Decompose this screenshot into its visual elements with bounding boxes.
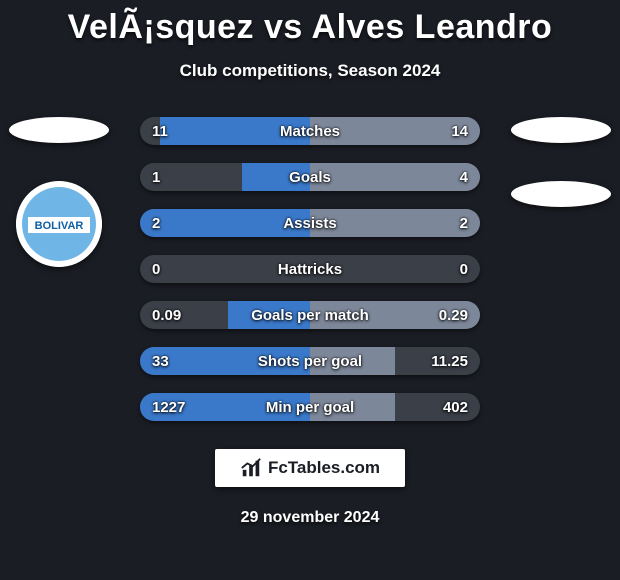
stat-left-half — [140, 209, 310, 237]
stat-left-fill — [228, 301, 310, 329]
stat-left-half — [140, 117, 310, 145]
stat-left-fill — [140, 393, 310, 421]
stat-right-fill — [310, 393, 395, 421]
stat-left-fill — [140, 209, 310, 237]
left-crest-placeholder — [9, 117, 109, 143]
comparison-stage: BOLIVAR 11 14 Matches 1 4 Goals 2 2 Assi… — [0, 117, 620, 421]
svg-text:BOLIVAR: BOLIVAR — [35, 220, 84, 232]
branding-text: FcTables.com — [268, 458, 380, 478]
stat-right-fill — [310, 117, 480, 145]
left-crest-column: BOLIVAR — [4, 117, 114, 267]
stat-row: 0.09 0.29 Goals per match — [140, 301, 480, 329]
left-team-badge: BOLIVAR — [16, 181, 102, 267]
team-badge-icon: BOLIVAR — [16, 181, 102, 267]
stat-right-half — [310, 301, 480, 329]
stat-right-half — [310, 255, 480, 283]
stat-right-half — [310, 347, 480, 375]
date-label: 29 november 2024 — [0, 509, 620, 527]
stat-bars-container: 11 14 Matches 1 4 Goals 2 2 Assists 0 0 … — [140, 117, 480, 421]
right-crest-column — [506, 117, 616, 207]
chart-icon — [240, 457, 262, 479]
stat-left-half — [140, 393, 310, 421]
stat-row: 1227 402 Min per goal — [140, 393, 480, 421]
stat-left-fill — [242, 163, 310, 191]
stat-right-fill — [310, 209, 480, 237]
stat-right-fill — [310, 301, 480, 329]
stat-row: 33 11.25 Shots per goal — [140, 347, 480, 375]
stat-left-half — [140, 301, 310, 329]
stat-row: 1 4 Goals — [140, 163, 480, 191]
subtitle: Club competitions, Season 2024 — [0, 61, 620, 81]
stat-right-half — [310, 163, 480, 191]
stat-row: 0 0 Hattricks — [140, 255, 480, 283]
right-crest-placeholder — [511, 181, 611, 207]
stat-left-half — [140, 163, 310, 191]
right-crest-placeholder — [511, 117, 611, 143]
stat-left-fill — [140, 347, 310, 375]
branding-badge: FcTables.com — [215, 449, 405, 487]
stat-row: 11 14 Matches — [140, 117, 480, 145]
stat-right-half — [310, 393, 480, 421]
stat-row: 2 2 Assists — [140, 209, 480, 237]
stat-right-half — [310, 209, 480, 237]
page-title: VelÃ¡squez vs Alves Leandro — [0, 0, 620, 47]
stat-left-fill — [160, 117, 310, 145]
stat-left-half — [140, 347, 310, 375]
stat-right-fill — [310, 163, 480, 191]
stat-right-half — [310, 117, 480, 145]
stat-left-half — [140, 255, 310, 283]
stat-right-fill — [310, 347, 395, 375]
